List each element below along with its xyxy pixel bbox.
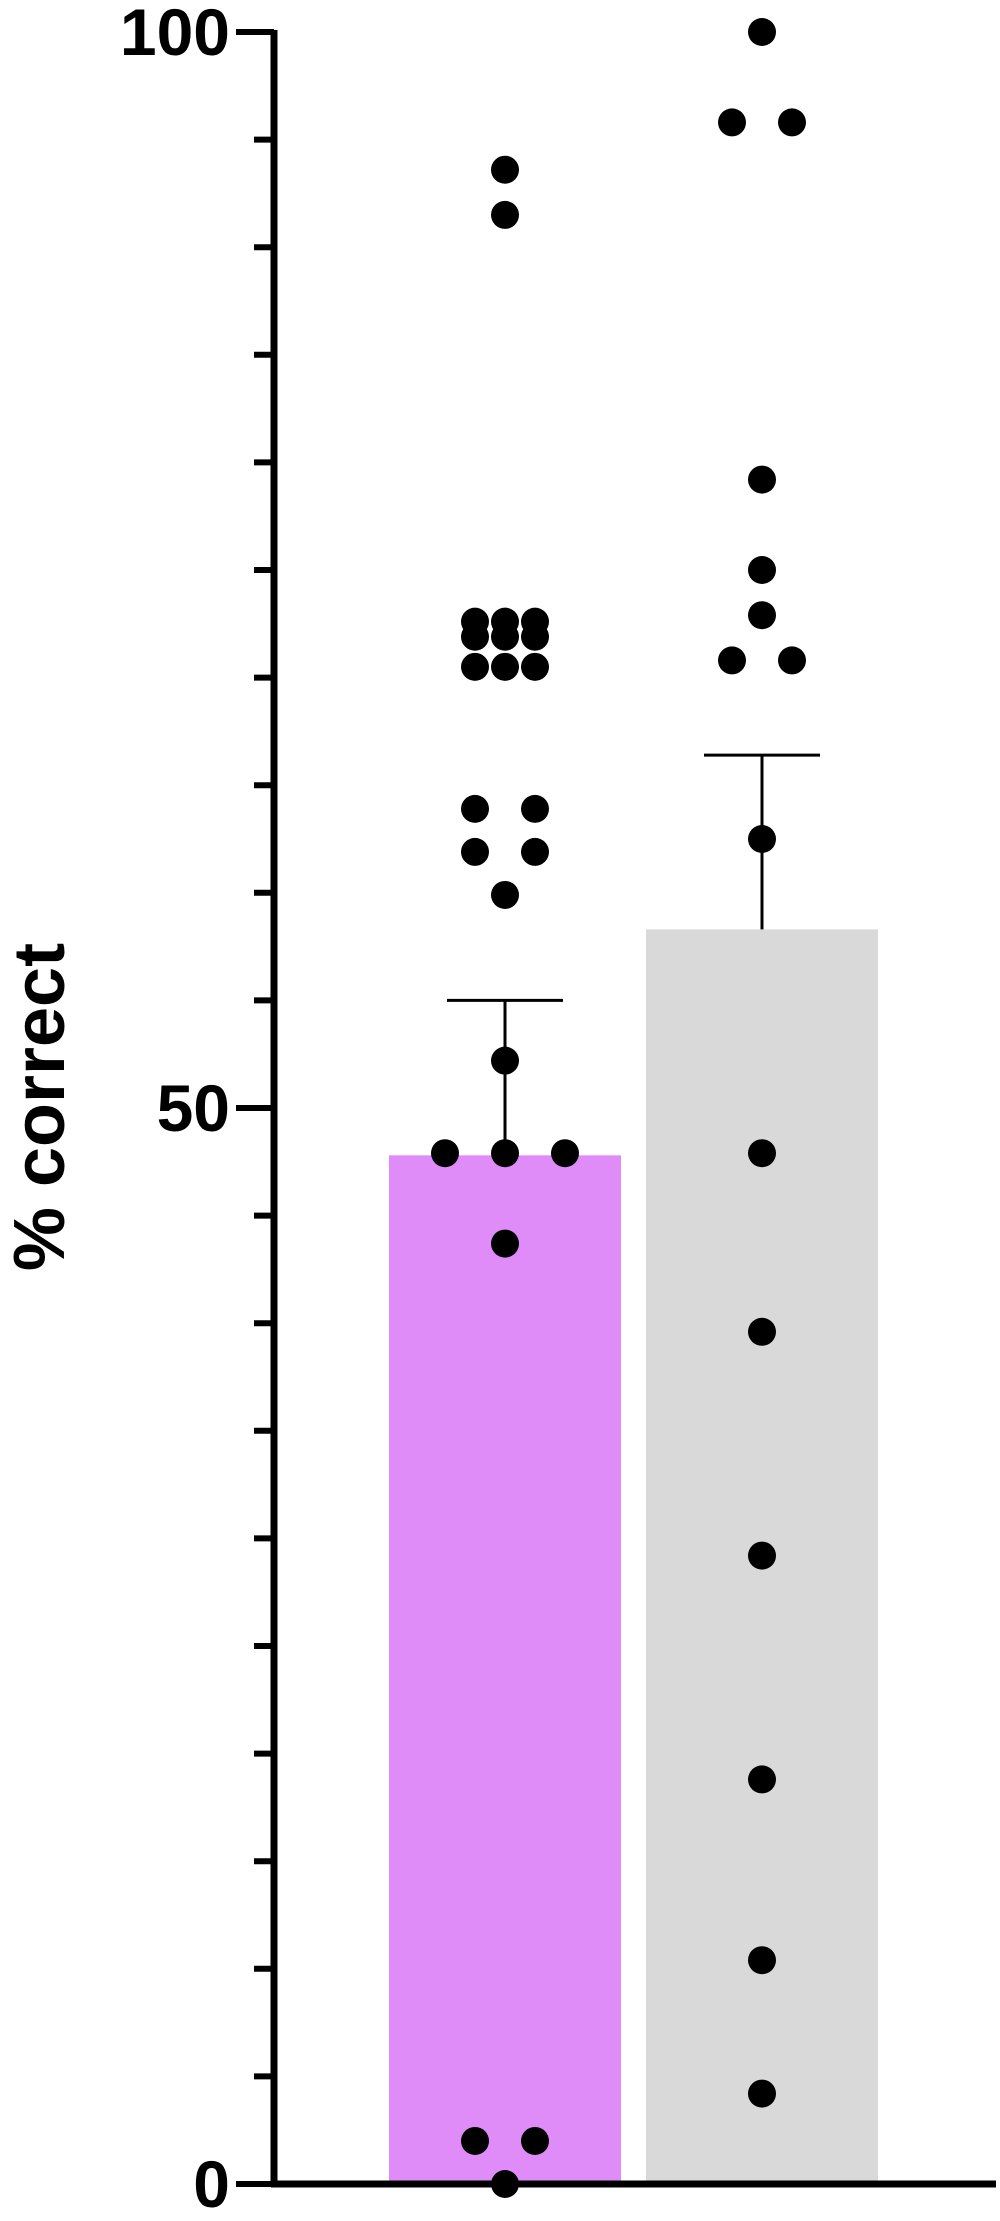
data-point <box>461 622 489 651</box>
data-point <box>748 1946 776 1975</box>
data-point <box>748 825 776 853</box>
data-point <box>461 652 489 681</box>
y-tick-label: 50 <box>157 1071 230 1145</box>
data-point <box>718 108 746 137</box>
data-point <box>748 556 776 584</box>
y-axis-label: % correct <box>0 943 80 1271</box>
data-point <box>748 18 776 46</box>
data-point <box>491 155 519 184</box>
error-bar-1 <box>447 998 563 1156</box>
y-tick-label: 100 <box>120 0 230 69</box>
data-point <box>778 646 806 675</box>
data-point <box>431 1139 459 1168</box>
bar-1 <box>389 1155 621 2184</box>
data-point <box>748 1139 776 1168</box>
data-point <box>461 837 489 866</box>
data-point <box>491 1046 519 1075</box>
data-point <box>718 646 746 675</box>
data-point <box>521 794 549 823</box>
data-point <box>461 794 489 823</box>
data-point <box>748 1317 776 1346</box>
data-point <box>521 622 549 651</box>
data-point <box>521 837 549 866</box>
data-point <box>748 2079 776 2108</box>
data-point <box>491 880 519 909</box>
data-point <box>491 1139 519 1168</box>
data-point <box>491 200 519 229</box>
data-point <box>748 465 776 494</box>
y-tick-label: 0 <box>193 2147 230 2221</box>
data-point <box>491 1229 519 1258</box>
data-point <box>521 2126 549 2155</box>
data-point <box>491 622 519 651</box>
y-tick-labels: 0 50 100 <box>120 0 230 2221</box>
data-point <box>748 1765 776 1794</box>
points-layer <box>431 18 806 2198</box>
data-point <box>748 601 776 630</box>
data-point <box>461 2126 489 2155</box>
data-point <box>778 108 806 137</box>
bars-layer <box>389 929 878 2184</box>
data-point <box>521 652 549 681</box>
data-point <box>551 1139 579 1168</box>
data-point <box>491 652 519 681</box>
data-point <box>748 1541 776 1570</box>
y-axis <box>236 29 996 2188</box>
